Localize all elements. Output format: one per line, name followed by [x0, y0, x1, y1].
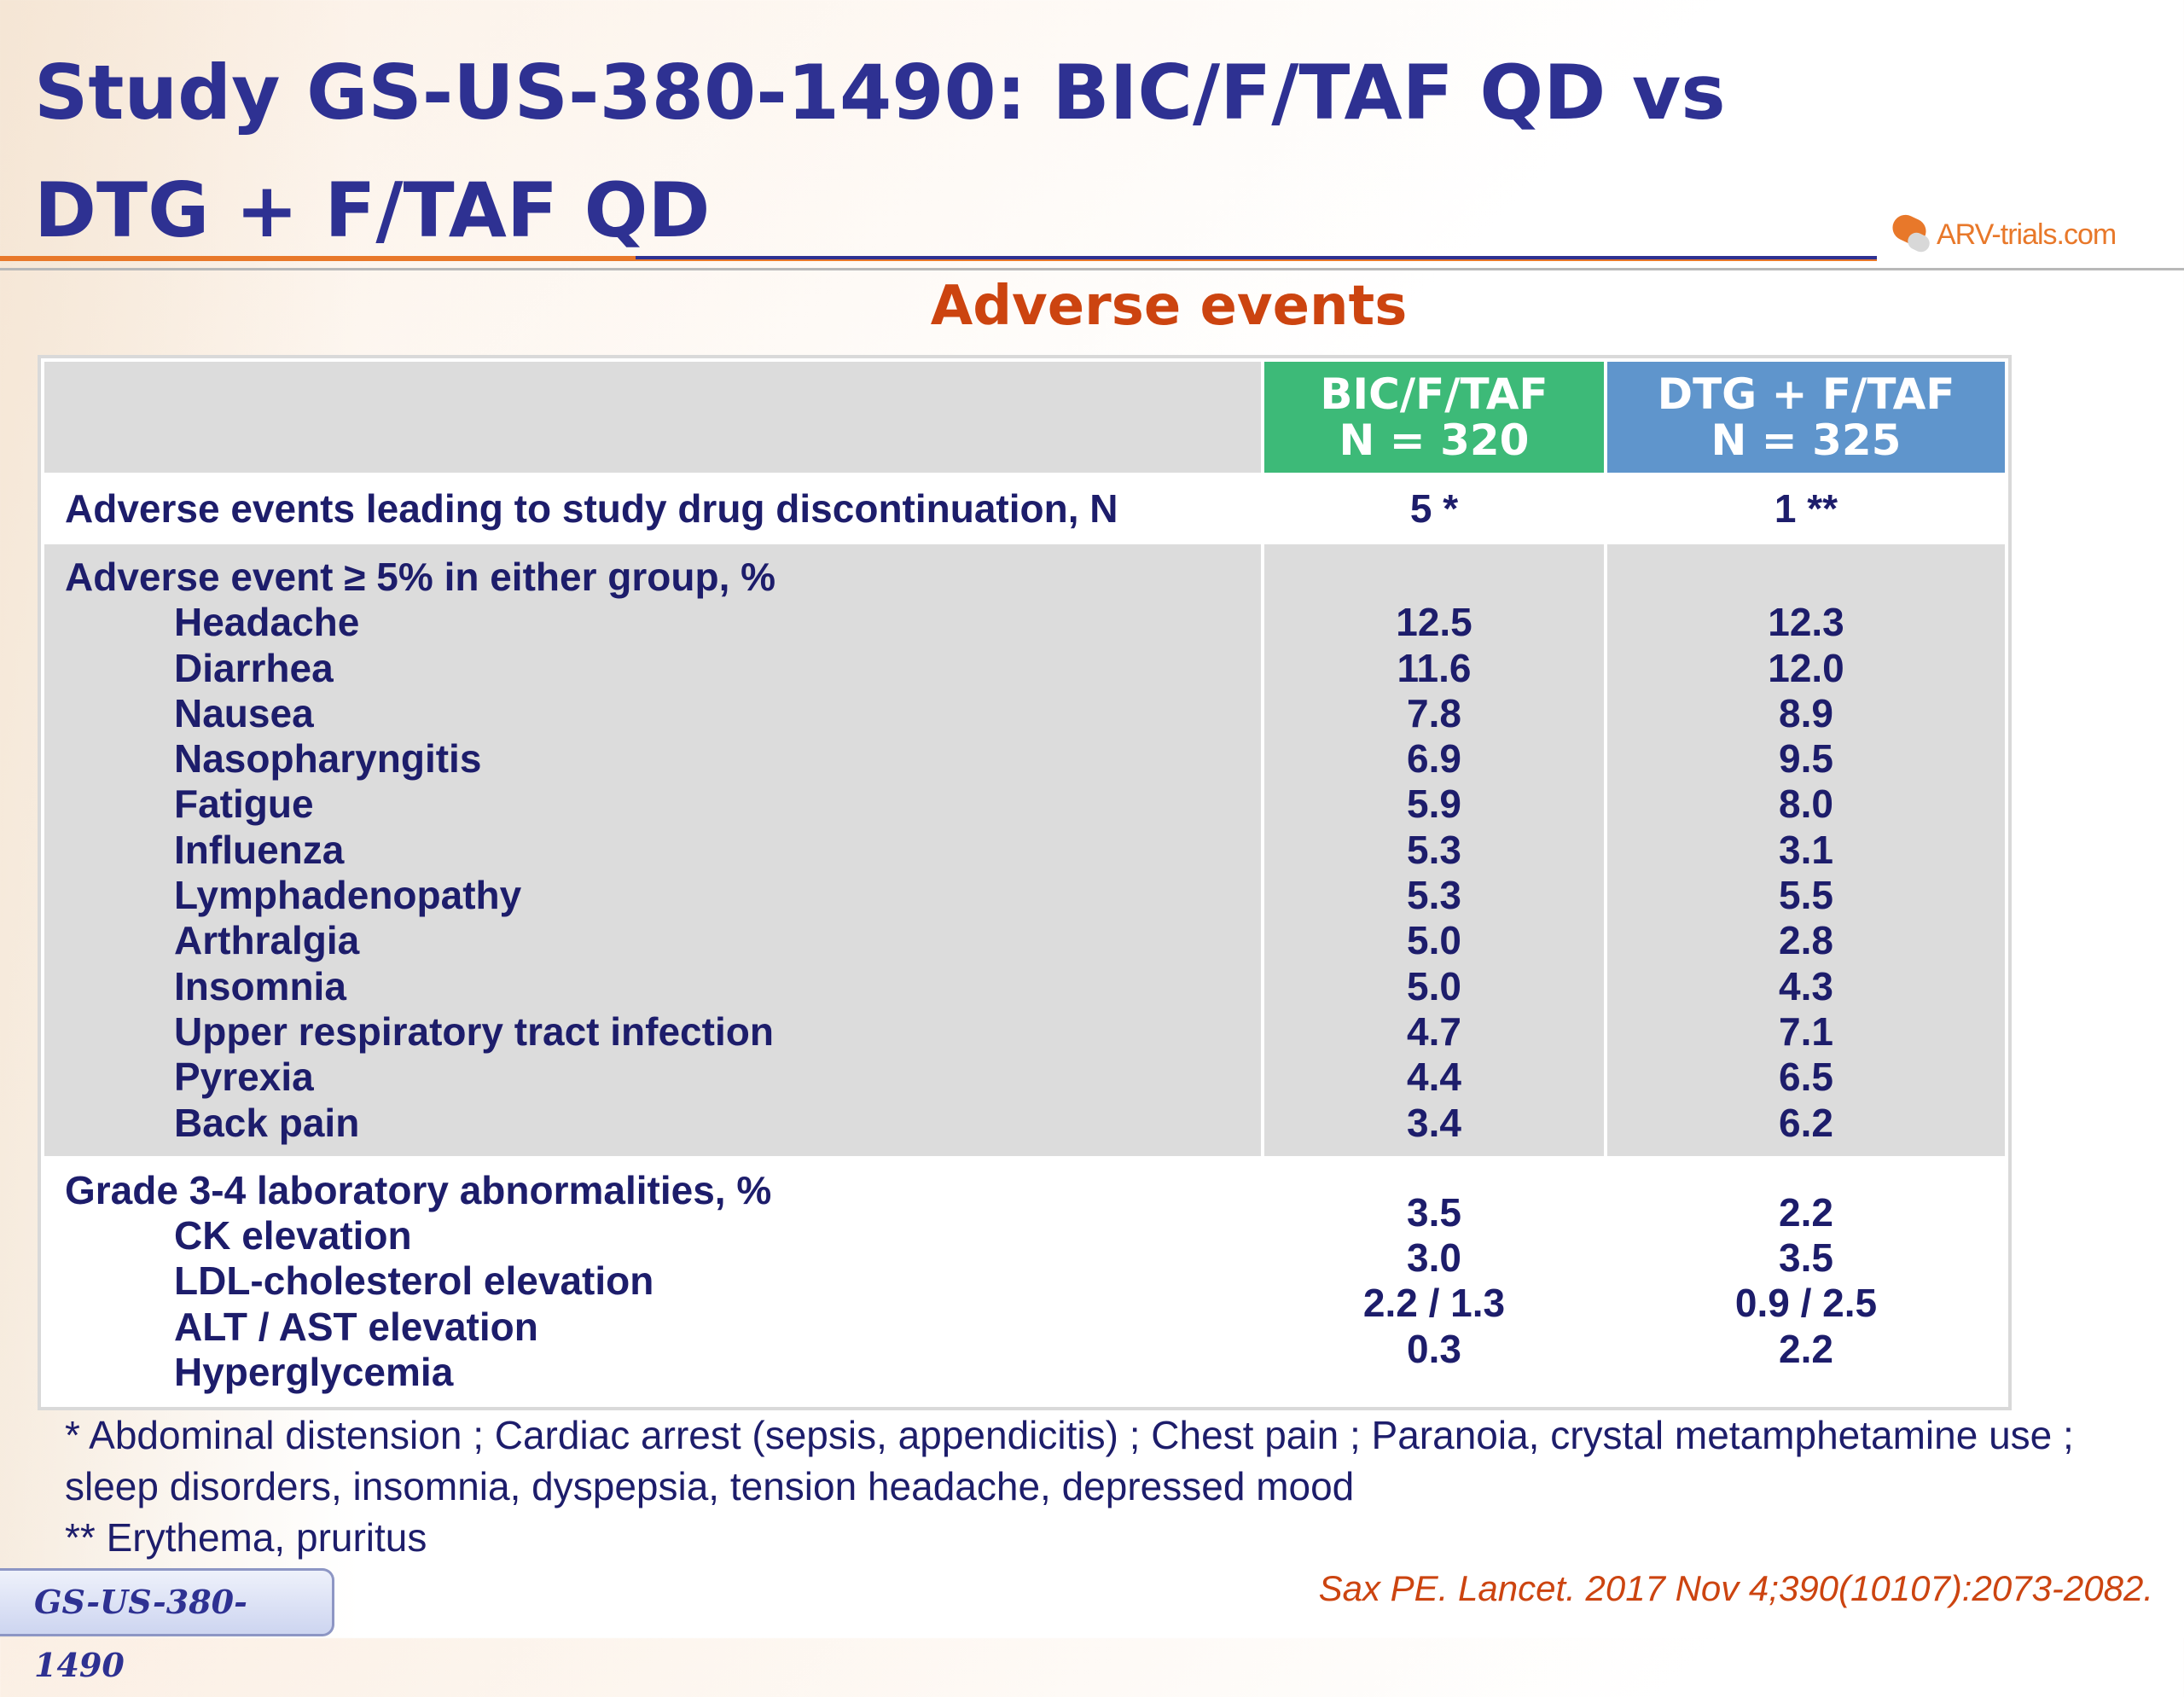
ae-label: Upper respiratory tract infection: [174, 1008, 774, 1054]
lab-dtg-cell: 2.2 3.5 0.9 / 2.5 2.2: [1604, 1155, 2008, 1408]
header-bic-n: N = 320: [1339, 416, 1530, 465]
title-line-1: Study GS-US-380-1490: BIC/F/TAF QD vs: [34, 49, 1726, 137]
ae-dtg-value: 7.1: [1779, 1008, 1833, 1054]
ae-dtg-value: 12.0: [1768, 645, 1844, 690]
slide-title: Study GS-US-380-1490: BIC/F/TAF QD vs DT…: [34, 34, 1826, 270]
ae-bic-value: 12.5: [1396, 600, 1472, 645]
discontinuation-label: Adverse events leading to study drug dis…: [41, 473, 1264, 544]
ae-dtg-value: 9.5: [1779, 736, 1833, 782]
title-line-2: DTG + F/TAF QD: [34, 166, 711, 254]
lab-bic-value: 3.0: [1407, 1235, 1461, 1281]
lab-labels-cell: Grade 3-4 laboratory abnormalities, % CK…: [41, 1155, 1264, 1408]
ae-bic-value: 4.4: [1407, 1055, 1461, 1100]
lab-bic-cell: 3.5 3.0 2.2 / 1.3 0.3: [1261, 1155, 1607, 1408]
ae-bic-value: 5.3: [1407, 827, 1461, 872]
ae-label: Arthralgia: [174, 918, 360, 963]
lab-heading: Grade 3-4 laboratory abnormalities, %: [65, 1167, 772, 1212]
arv-trials-logo: ARV-trials.com: [1888, 210, 2174, 271]
ae-bic-value: 5.9: [1407, 782, 1461, 827]
ae-dtg-value: 5.5: [1779, 873, 1833, 918]
ae-bic-value: 5.0: [1407, 963, 1461, 1008]
ae-dtg-value: 6.5: [1779, 1055, 1833, 1100]
logo-text: ARV-trials.com: [1937, 218, 2117, 251]
lab-dtg-value: 2.2: [1779, 1326, 1833, 1371]
ae-bic-value: 6.9: [1407, 736, 1461, 782]
citation: Sax PE. Lancet. 2017 Nov 4;390(10107):20…: [1318, 1568, 2153, 1608]
lab-bic-value: 0.3: [1407, 1326, 1461, 1371]
ae-dtg-cell: 12.3 12.0 8.9 9.5 8.0 3.1 5.5 2.8 4.3 7.…: [1604, 541, 2008, 1159]
table-header-row: BIC/F/TAF N = 320 DTG + F/TAF N = 325: [41, 358, 2008, 476]
ae-label: Nausea: [174, 690, 314, 735]
ae-labels-cell: Adverse event ≥ 5% in either group, % He…: [41, 541, 1264, 1159]
ae-label: Fatigue: [174, 782, 314, 827]
ae-dtg-value: 8.9: [1779, 690, 1833, 735]
ae-bic-value: 4.7: [1407, 1008, 1461, 1054]
header-dtg-name: DTG + F/TAF: [1657, 369, 1955, 419]
ae-bic-value: 3.4: [1407, 1100, 1461, 1145]
ae-label: Headache: [174, 600, 360, 645]
lab-dtg-value: 3.5: [1779, 1235, 1833, 1281]
ae-bic-value: 11.6: [1397, 645, 1472, 690]
lab-bic-value: 3.5: [1407, 1189, 1461, 1235]
header-dtg-ftaf: DTG + F/TAF N = 325: [1604, 358, 2008, 476]
header-bic-ftaf: BIC/F/TAF N = 320: [1261, 358, 1607, 476]
discontinuation-dtg: 1 **: [1604, 473, 2008, 544]
lab-label: ALT / AST elevation: [174, 1304, 538, 1349]
ae-label: Diarrhea: [174, 645, 334, 690]
ae-dtg-value: 2.8: [1779, 918, 1833, 963]
ae-bic-value: 5.3: [1407, 873, 1461, 918]
ae-spacer: [1608, 555, 2004, 600]
title-rule-navy: [636, 256, 1877, 259]
ae-dtg-value: 8.0: [1779, 782, 1833, 827]
ae-dtg-value: 3.1: [1779, 827, 1833, 872]
table-row-discontinuation: Adverse events leading to study drug dis…: [41, 473, 2008, 544]
ae-heading: Adverse event ≥ 5% in either group, %: [65, 555, 776, 599]
ae-spacer: [1265, 555, 1603, 600]
discontinuation-bic: 5 *: [1261, 473, 1607, 544]
ae-dtg-value: 12.3: [1768, 600, 1844, 645]
header-dtg-n: N = 325: [1711, 416, 1902, 465]
lab-label: CK elevation: [174, 1213, 412, 1258]
ae-label: Nasopharyngitis: [174, 736, 482, 782]
footnote-double-asterisk: ** Erythema, pruritus: [65, 1515, 427, 1560]
ae-dtg-value: 4.3: [1779, 963, 1833, 1008]
ae-label: Influenza: [174, 827, 345, 872]
study-badge: GS-US-380-1490: [0, 1568, 334, 1684]
ae-dtg-value: 6.2: [1779, 1100, 1833, 1145]
lab-label: LDL-cholesterol elevation: [174, 1258, 654, 1304]
ae-bic-cell: 12.5 11.6 7.8 6.9 5.9 5.3 5.3 5.0 5.0 4.…: [1261, 541, 1607, 1159]
title-rule-gray: [0, 268, 2184, 270]
header-blank-cell: [41, 358, 1264, 476]
ae-label: Pyrexia: [174, 1055, 314, 1100]
ae-label: Insomnia: [174, 963, 346, 1008]
ae-label: Lymphadenopathy: [174, 873, 522, 918]
table-row-adverse-events: Adverse event ≥ 5% in either group, % He…: [41, 541, 2008, 1159]
table-row-lab-abnormalities: Grade 3-4 laboratory abnormalities, % CK…: [41, 1155, 2008, 1408]
header-bic-name: BIC/F/TAF: [1320, 369, 1548, 419]
footnote-single-asterisk: * Abdominal distension ; Cardiac arrest …: [65, 1413, 2074, 1508]
lab-dtg-value: 2.2: [1779, 1189, 1833, 1235]
ae-bic-value: 5.0: [1407, 918, 1461, 963]
lab-label: Hyperglycemia: [174, 1350, 454, 1395]
lab-dtg-value: 0.9 / 2.5: [1734, 1281, 1878, 1326]
section-subtitle: Adverse events: [930, 275, 1408, 338]
ae-bic-value: 7.8: [1407, 690, 1461, 735]
lab-bic-value: 2.2 / 1.3: [1362, 1281, 1506, 1326]
ae-label: Back pain: [174, 1100, 360, 1145]
adverse-events-table: BIC/F/TAF N = 320 DTG + F/TAF N = 325 Ad…: [38, 354, 2012, 1411]
footnotes: * Abdominal distension ; Cardiac arrest …: [65, 1409, 2146, 1563]
